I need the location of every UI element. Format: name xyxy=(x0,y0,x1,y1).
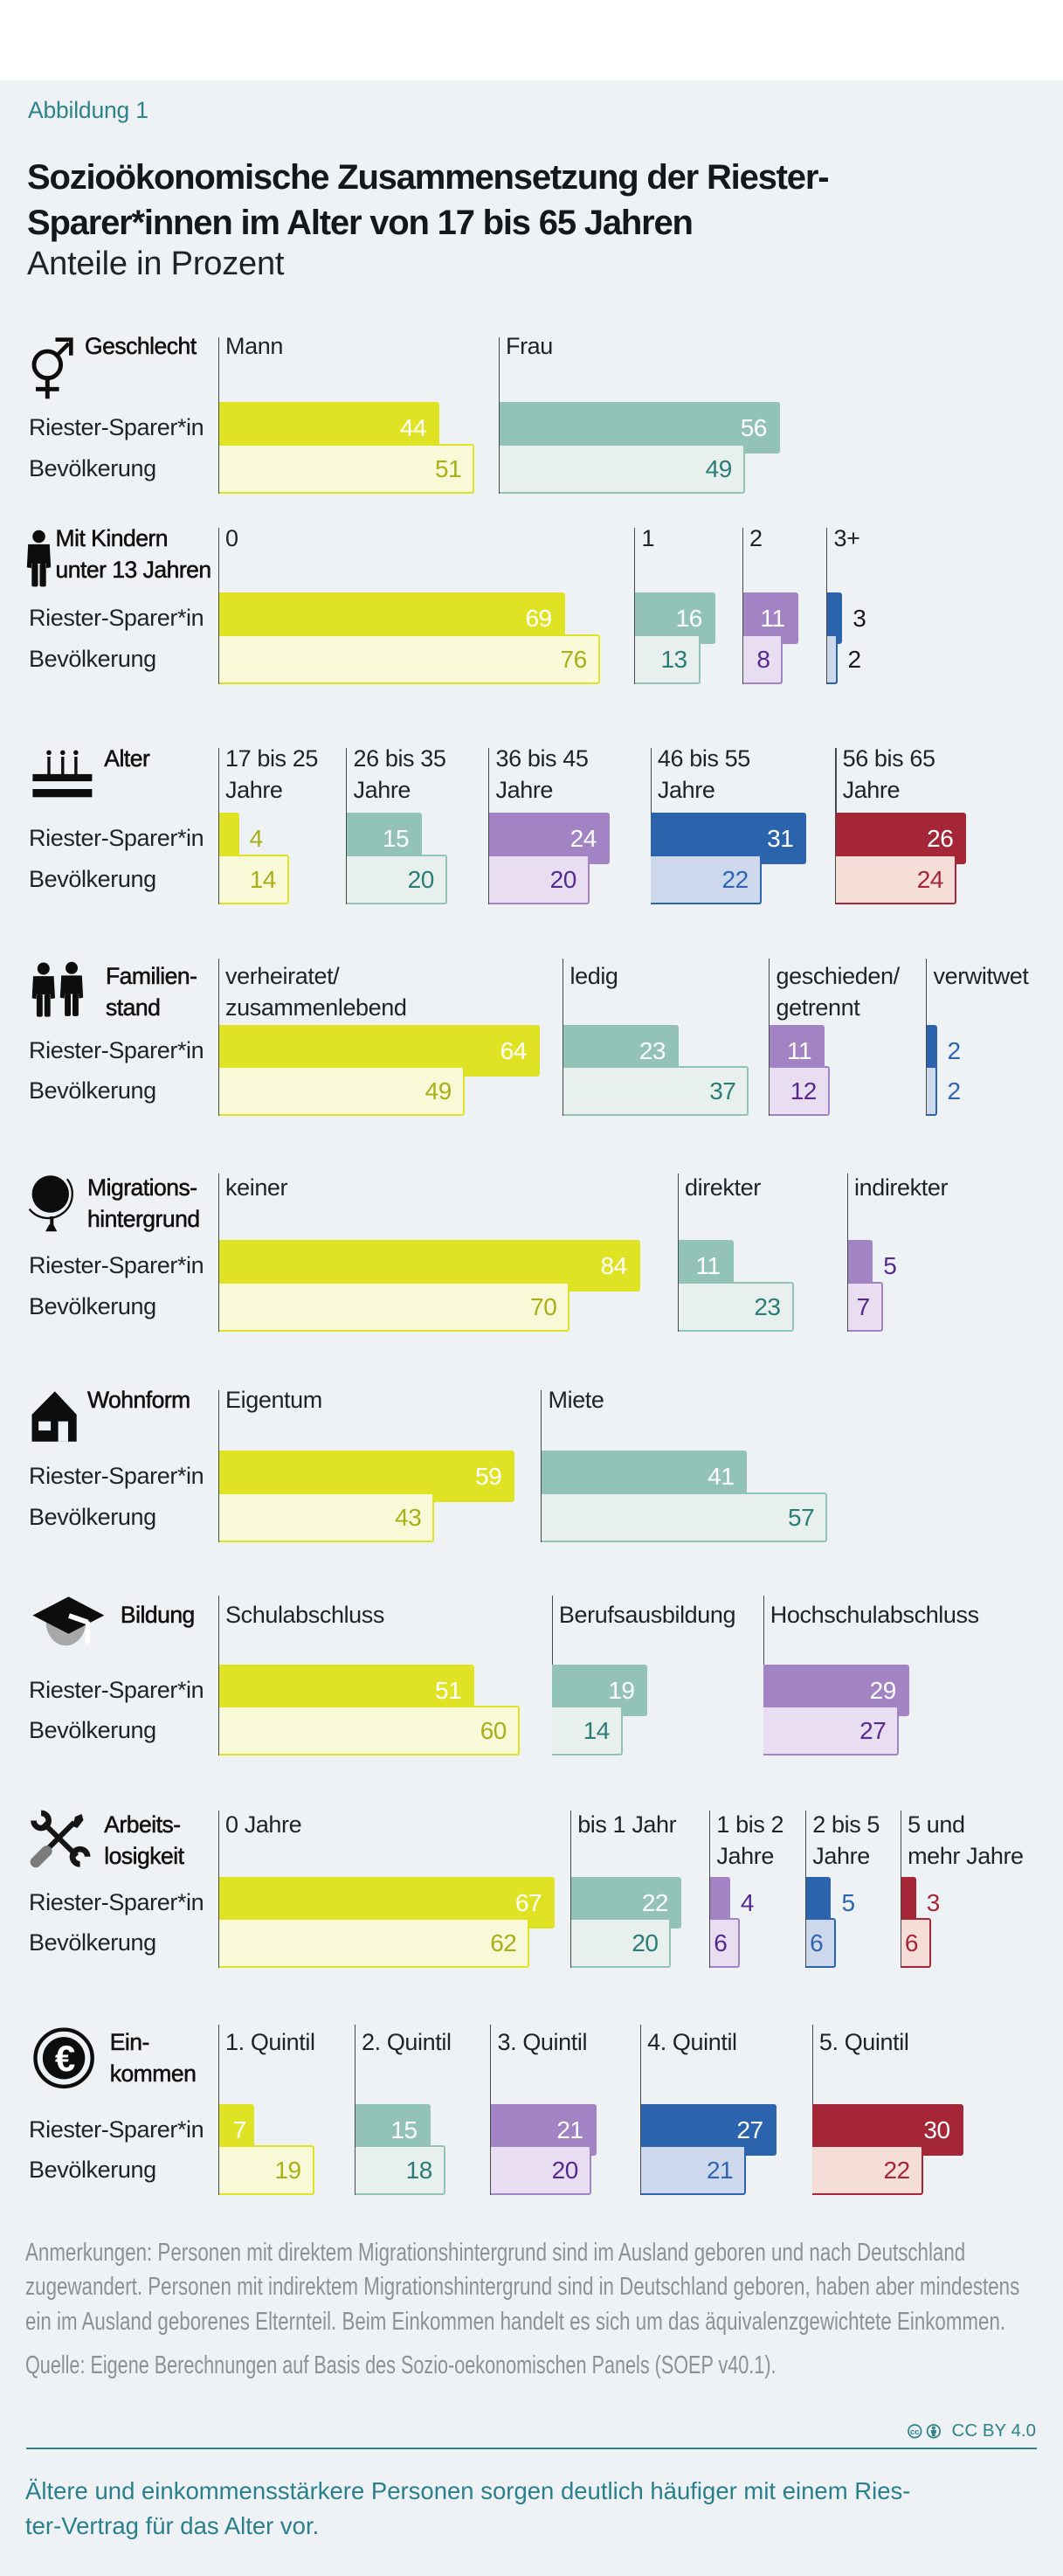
svg-text:€: € xyxy=(55,2038,75,2079)
svg-text:cc: cc xyxy=(910,2427,920,2437)
